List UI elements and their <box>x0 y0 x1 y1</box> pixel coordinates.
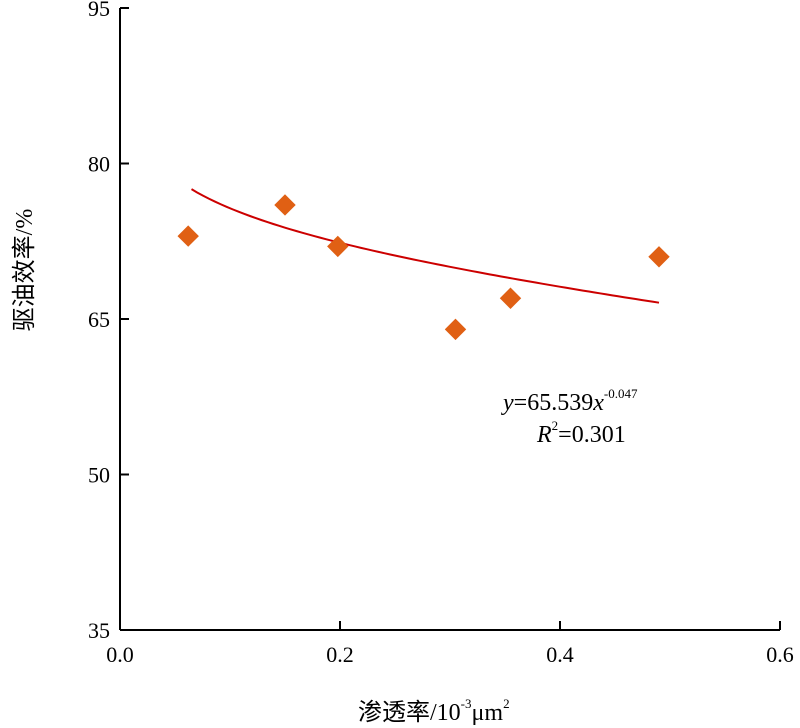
y-axis-title: 驱油效率/% <box>11 209 38 332</box>
x-axis-title-exp: -3 <box>461 696 472 711</box>
fit-equation-x: x <box>592 390 604 416</box>
data-point <box>648 246 670 268</box>
fit-layer <box>190 188 660 304</box>
data-point <box>444 318 467 341</box>
x-tick-label: 0.0 <box>106 642 134 667</box>
data-point <box>177 225 199 247</box>
y-tick-label: 35 <box>88 618 110 643</box>
data-point <box>327 235 349 258</box>
axes: 35 50 65 80 95 0.0 0.2 0.4 0.6 <box>88 0 794 667</box>
fit-curve <box>190 188 660 304</box>
y-tick-label: 65 <box>88 307 110 332</box>
y-tick-label: 80 <box>88 152 110 177</box>
data-point <box>274 194 296 216</box>
x-axis-title-unit: μm <box>472 700 504 726</box>
fit-equation: y=65.539x-0.047 <box>501 386 638 416</box>
y-tick-label: 50 <box>88 463 110 488</box>
x-axis-title: 渗透率/10-3μm2 <box>358 696 510 726</box>
data-point <box>499 287 522 309</box>
x-tick-label: 0.2 <box>326 642 354 667</box>
fit-r-squared-value: =0.301 <box>558 422 626 448</box>
x-axis-title-unit-exp: 2 <box>503 696 510 711</box>
fit-equation-y: y <box>501 390 514 416</box>
points-layer <box>177 194 670 341</box>
x-axis-title-main: 渗透率/10 <box>358 699 461 726</box>
x-tick-label: 0.6 <box>766 642 794 667</box>
x-tick-label: 0.4 <box>546 642 574 667</box>
fit-equation-exponent: -0.047 <box>604 386 638 401</box>
fit-r-squared-label: R <box>536 422 552 448</box>
fit-r-squared-exp: 2 <box>552 418 559 433</box>
fit-equation-mid: =65.539 <box>514 390 594 416</box>
fit-r-squared: R2=0.301 <box>536 418 626 448</box>
y-tick-label: 95 <box>88 0 110 21</box>
